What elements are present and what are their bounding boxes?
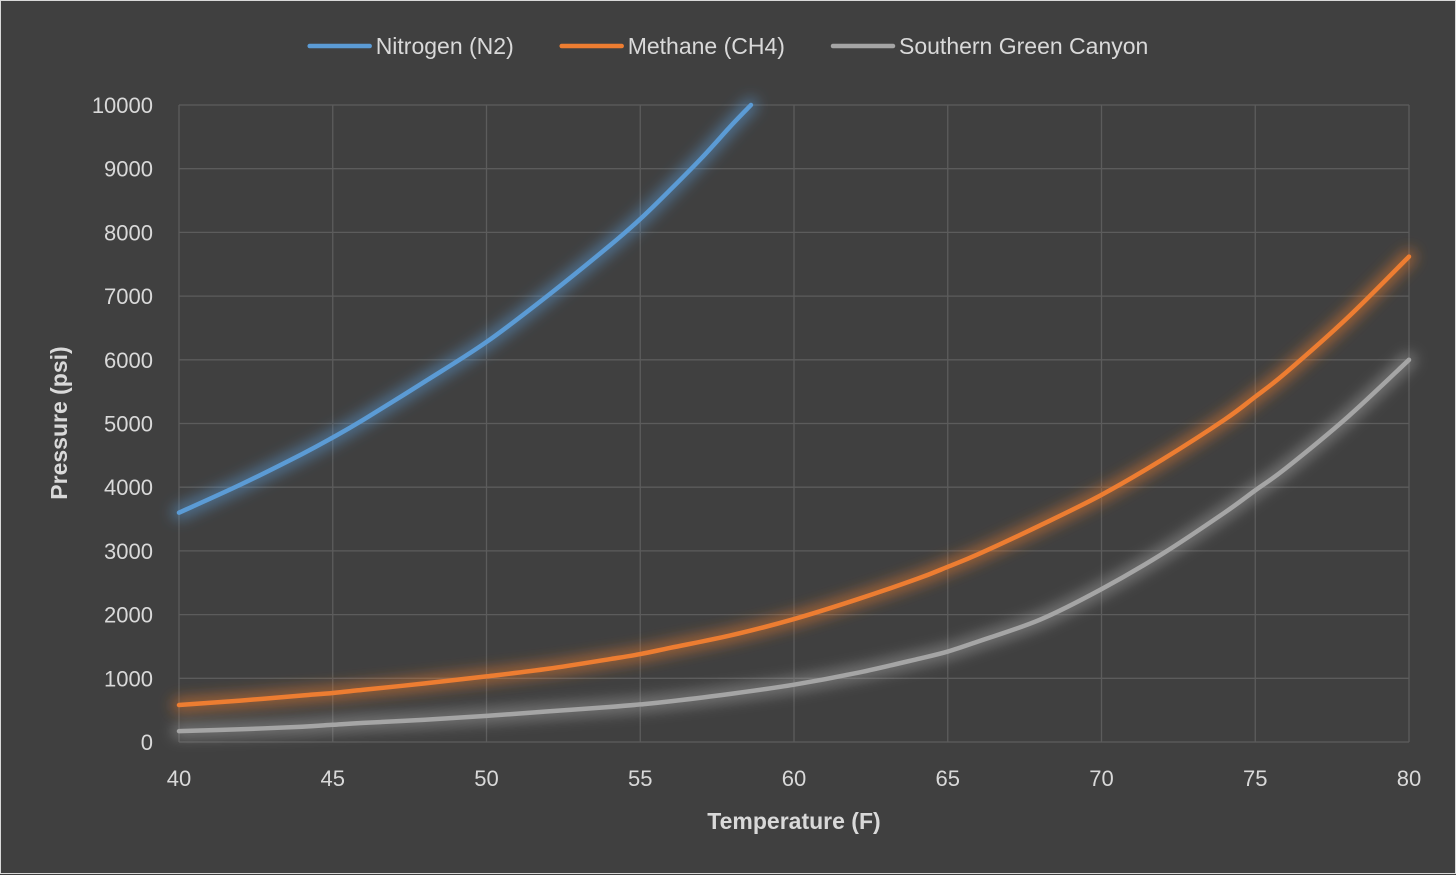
series-glow-nitrogen-n2 bbox=[172, 98, 758, 520]
x-tick-label: 40 bbox=[167, 766, 191, 791]
y-axis-title: Pressure (psi) bbox=[46, 346, 72, 499]
legend-label: Southern Green Canyon bbox=[899, 33, 1148, 59]
y-tick-label: 9000 bbox=[104, 157, 153, 182]
series-group bbox=[172, 98, 1416, 739]
series-line-southern-green-canyon bbox=[176, 357, 1412, 734]
legend: Nitrogen (N2) Methane (CH4) Southern Green… bbox=[307, 33, 1148, 59]
y-tick-label: 1000 bbox=[104, 666, 153, 691]
y-tick-label: 8000 bbox=[104, 220, 153, 245]
legend-label: Nitrogen (N2) bbox=[376, 33, 514, 59]
y-axis-ticks: 0 1000 2000 3000 4000 5000 6000 7000 8000 9000 100… bbox=[92, 93, 153, 755]
y-tick-label: 6000 bbox=[104, 348, 153, 373]
y-tick-label: 5000 bbox=[104, 412, 153, 437]
legend-item: Southern Green Canyon bbox=[830, 33, 1148, 59]
grid bbox=[178, 104, 1410, 743]
x-tick-label: 70 bbox=[1089, 766, 1113, 791]
x-tick-label: 65 bbox=[936, 766, 960, 791]
y-tick-label: 3000 bbox=[104, 539, 153, 564]
x-tick-label: 75 bbox=[1243, 766, 1267, 791]
legend-item: Methane (CH4) bbox=[559, 33, 785, 59]
legend-label: Methane (CH4) bbox=[628, 33, 785, 59]
x-tick-label: 45 bbox=[321, 766, 345, 791]
x-axis-title: Temperature (F) bbox=[707, 808, 880, 834]
x-tick-label: 50 bbox=[474, 766, 498, 791]
legend-item: Nitrogen (N2) bbox=[307, 33, 514, 59]
series-line-methane-ch4 bbox=[176, 254, 1412, 708]
x-axis-ticks: 40 45 50 55 60 65 70 75 80 bbox=[167, 766, 1421, 791]
y-tick-label: 10000 bbox=[92, 93, 153, 118]
y-tick-label: 7000 bbox=[104, 284, 153, 309]
x-tick-label: 60 bbox=[782, 766, 806, 791]
series-line-nitrogen-n2 bbox=[176, 102, 754, 515]
x-tick-label: 80 bbox=[1397, 766, 1421, 791]
y-tick-label: 4000 bbox=[104, 475, 153, 500]
x-tick-label: 55 bbox=[628, 766, 652, 791]
y-tick-label: 0 bbox=[141, 730, 153, 755]
y-tick-label: 2000 bbox=[104, 603, 153, 628]
